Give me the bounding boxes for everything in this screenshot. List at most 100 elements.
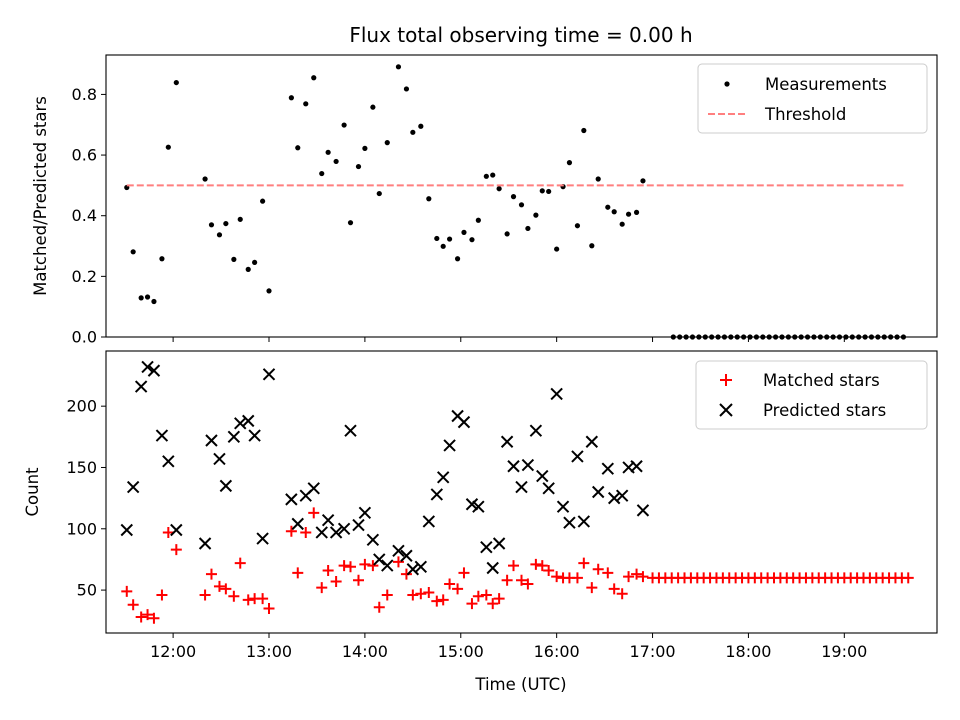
matched-point — [367, 560, 379, 572]
matched-point — [263, 602, 275, 614]
measurement-point — [151, 298, 157, 305]
matched-point — [536, 560, 548, 572]
matched-point — [631, 568, 643, 580]
predicted-point — [607, 491, 621, 505]
measurement-point — [581, 127, 587, 134]
matched-point — [213, 580, 225, 592]
predicted-point — [337, 522, 351, 535]
predicted-point — [155, 429, 169, 442]
matched-point — [373, 601, 385, 613]
predicted-point — [248, 429, 261, 442]
measurement-point — [518, 202, 525, 208]
measurement-point — [504, 231, 510, 237]
matched-point — [623, 571, 635, 583]
predicted-point — [344, 424, 357, 437]
predicted-point — [213, 452, 226, 466]
predicted-point — [170, 523, 183, 537]
ratio-panel: Flux total observing time = 0.00 h 0.00.… — [31, 23, 938, 347]
predicted-point — [585, 435, 599, 448]
predicted-point — [329, 526, 343, 539]
count-legend-box — [695, 360, 928, 430]
predicted-point — [615, 489, 629, 502]
y-tick-label: 0.6 — [72, 146, 97, 165]
matched-point — [543, 564, 555, 576]
measurement-point — [589, 243, 595, 249]
matched-point — [285, 525, 297, 537]
measurement-point — [566, 160, 573, 166]
matched-point — [345, 561, 357, 573]
measurement-point — [138, 295, 144, 301]
matched-point — [516, 574, 527, 586]
matched-point — [162, 526, 174, 538]
predicted-point — [480, 540, 493, 554]
matched-point — [493, 593, 505, 605]
measurement-point — [216, 232, 223, 238]
matched-point — [480, 589, 492, 601]
legend-matched-marker — [720, 374, 732, 386]
predicted-point — [636, 504, 650, 517]
measurement-point — [376, 190, 382, 197]
x-tick-label: 19:00 — [821, 642, 867, 661]
measurement-point — [384, 140, 390, 146]
matched-point — [330, 576, 342, 588]
measurement-point — [446, 236, 453, 242]
measurement-point — [325, 149, 331, 155]
y-tick-label: 0.4 — [72, 206, 97, 225]
count-legend: Matched stars Predicted stars — [695, 360, 928, 430]
predicted-point — [366, 533, 380, 547]
matched-point — [156, 589, 168, 601]
predicted-point — [465, 498, 479, 511]
predicted-point — [126, 480, 140, 494]
x-tick-label: 13:00 — [246, 642, 292, 661]
predicted-point — [542, 482, 555, 495]
matched-point — [352, 574, 364, 586]
chart-title: Flux total observing time = 0.00 h — [349, 23, 692, 47]
matched-point — [602, 567, 614, 579]
matched-point — [522, 578, 534, 590]
x-tick-label: 12:00 — [150, 642, 196, 661]
y-tick-label: 0.2 — [72, 267, 97, 286]
predicted-point — [285, 493, 298, 506]
measurement-point — [440, 243, 446, 249]
measurement-point — [252, 259, 258, 266]
measurement-point — [347, 220, 354, 226]
measurement-point — [303, 101, 309, 107]
matched-point — [637, 571, 649, 583]
measurement-point — [418, 123, 424, 129]
predicted-point — [571, 450, 584, 463]
measurement-point — [341, 122, 347, 128]
measurement-point — [546, 188, 552, 195]
y-tick-label: 200 — [66, 397, 97, 416]
y-tick-label: 0.8 — [72, 85, 97, 104]
matched-point — [472, 590, 484, 602]
measurement-point — [266, 288, 272, 294]
x-tick-label: 15:00 — [438, 642, 484, 661]
measurement-point — [434, 235, 440, 242]
legend-predicted-marker — [719, 403, 733, 417]
matched-point — [444, 578, 456, 590]
predicted-point — [256, 532, 269, 545]
measurement-point — [403, 86, 410, 92]
predicted-point — [234, 417, 247, 430]
predicted-point — [315, 526, 328, 539]
x-tick-label: 17:00 — [629, 642, 675, 661]
legend-threshold-label: Threshold — [764, 105, 846, 124]
matched-point — [392, 556, 404, 568]
legend-measurements-marker — [724, 81, 730, 87]
matched-point — [551, 571, 563, 583]
predicted-point — [406, 563, 420, 576]
matched-point — [228, 590, 240, 602]
measurement-point — [633, 209, 640, 215]
count-y-axis-label: Count — [23, 467, 42, 517]
count-marks — [120, 360, 914, 624]
matched-point — [578, 557, 590, 569]
measurement-point — [319, 170, 325, 177]
ratio-legend-box — [697, 63, 928, 134]
predicted-point — [457, 415, 471, 429]
predicted-point — [529, 424, 543, 437]
measurement-point — [288, 95, 294, 101]
predicted-point — [162, 455, 175, 468]
measurement-point — [611, 209, 617, 215]
measurement-point — [533, 212, 539, 218]
matched-point — [308, 507, 320, 519]
